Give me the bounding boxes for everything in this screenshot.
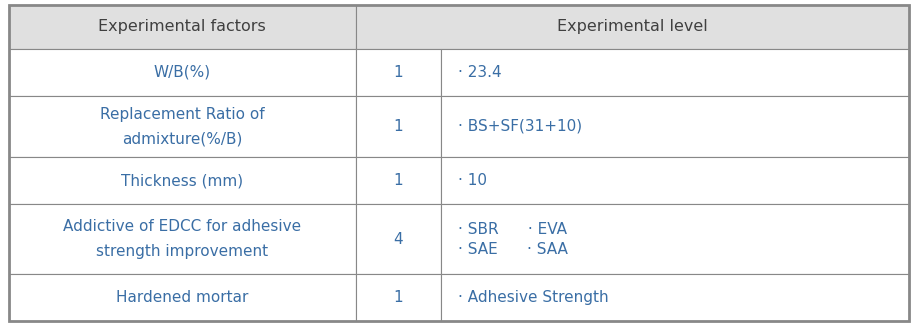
Text: 1: 1 [394,173,403,188]
Bar [9,49,355,96]
Text: · 23.4: · 23.4 [457,65,501,80]
Text: · BS+SF(31+10): · BS+SF(31+10) [457,119,582,134]
Bar [355,204,441,274]
Bar [355,274,441,321]
Text: 1: 1 [394,119,403,134]
Text: 4: 4 [394,232,403,247]
Text: · 10: · 10 [457,173,487,188]
Text: Experimental level: Experimental level [557,19,708,34]
Bar [441,204,909,274]
Bar [9,5,355,49]
Bar [9,96,355,157]
Bar [355,49,441,96]
Text: 1: 1 [394,290,403,305]
Text: Experimental factors: Experimental factors [98,19,266,34]
Bar [355,157,441,204]
Bar [9,157,355,204]
Text: W/B(%): W/B(%) [154,65,211,80]
Bar [355,5,909,49]
Text: Addictive of EDCC for adhesive
strength improvement: Addictive of EDCC for adhesive strength … [63,219,301,259]
Bar [441,157,909,204]
Text: · Adhesive Strength: · Adhesive Strength [457,290,608,305]
Bar [441,96,909,157]
Text: 1: 1 [394,65,403,80]
Text: Replacement Ratio of
admixture(%/B): Replacement Ratio of admixture(%/B) [100,107,264,146]
Text: Hardened mortar: Hardened mortar [117,290,249,305]
Text: Thickness (mm): Thickness (mm) [121,173,243,188]
Text: · SAE      · SAA: · SAE · SAA [457,242,567,257]
Bar [9,274,355,321]
Bar [355,96,441,157]
Bar [441,274,909,321]
Bar [9,204,355,274]
Text: · SBR      · EVA: · SBR · EVA [457,222,566,237]
Bar [441,49,909,96]
